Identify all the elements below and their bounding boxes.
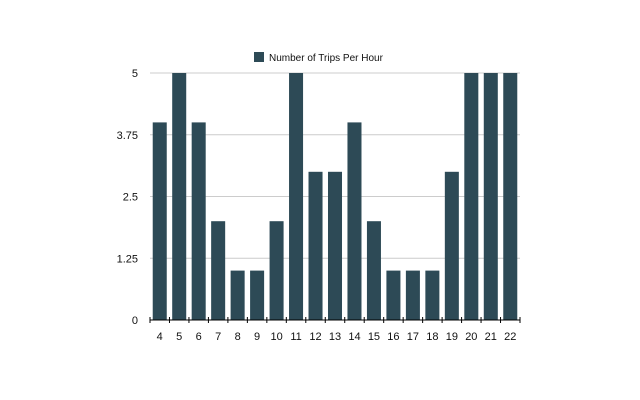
x-tick-label: 18 [426, 331, 438, 343]
x-tick-label: 20 [465, 331, 477, 343]
axes [149, 317, 521, 323]
legend-label: Number of Trips Per Hour [269, 53, 384, 64]
bar-17 [405, 270, 420, 320]
x-tick-label: 19 [446, 331, 458, 343]
x-tick-label: 8 [235, 331, 241, 343]
y-tick-label: 1.25 [117, 253, 138, 265]
bar-22 [503, 73, 518, 320]
bar-16 [386, 270, 401, 320]
bar-14 [347, 122, 362, 321]
x-tick-label: 15 [368, 331, 380, 343]
bar-10 [269, 221, 284, 320]
x-tick-label: 22 [504, 331, 516, 343]
x-tick-label: 6 [196, 331, 202, 343]
y-tick-label: 2.5 [123, 192, 138, 204]
bar-6 [191, 122, 206, 321]
bar-20 [464, 73, 479, 320]
legend: Number of Trips Per Hour [254, 52, 384, 64]
bar-8 [230, 270, 245, 320]
x-tick-label: 17 [407, 331, 419, 343]
x-tick-label: 13 [329, 331, 341, 343]
bars [152, 73, 518, 321]
bar-11 [289, 73, 304, 320]
y-tick-label: 5 [132, 68, 138, 80]
bar-12 [308, 171, 323, 320]
bar-19 [444, 171, 459, 320]
bar-4 [152, 122, 167, 321]
y-tick-labels: 0 1.25 2.5 3.75 5 [117, 68, 138, 327]
x-tick-label: 11 [290, 331, 301, 343]
x-tick-label: 16 [387, 331, 399, 343]
x-tick-label: 5 [176, 331, 182, 343]
x-tick-label: 21 [485, 331, 497, 343]
x-tick-label: 7 [215, 331, 221, 343]
bar-18 [425, 270, 440, 320]
bar-21 [483, 73, 498, 320]
x-tick-label: 9 [254, 331, 260, 343]
bar-5 [172, 73, 187, 320]
bar-13 [327, 171, 343, 320]
y-tick-label: 0 [132, 315, 138, 327]
x-tick-label: 10 [270, 331, 282, 343]
y-tick-label: 3.75 [117, 130, 138, 142]
bar-7 [211, 221, 226, 320]
x-tick-labels: 4 5 6 7 8 9 10 11 12 13 14 15 16 17 18 19 20 21 22 [157, 331, 517, 343]
legend-swatch [254, 52, 264, 62]
x-tick-label: 4 [157, 331, 163, 343]
x-tick-label: 12 [309, 331, 321, 343]
bar-9 [250, 270, 265, 320]
bar-15 [366, 221, 381, 320]
x-tick-label: 14 [348, 331, 360, 343]
